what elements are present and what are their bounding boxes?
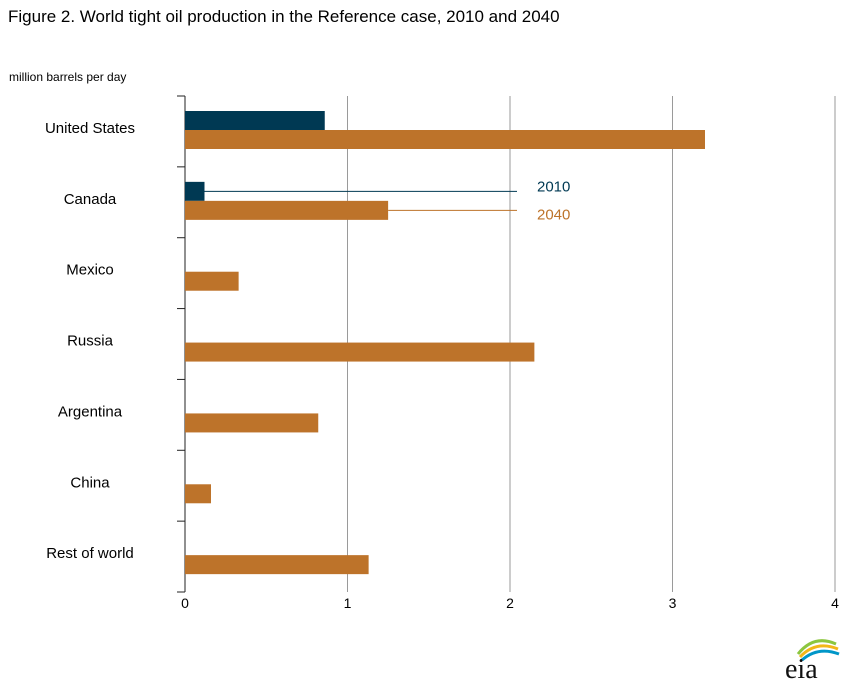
bar-2040 bbox=[185, 484, 211, 504]
category-label: Rest of world bbox=[46, 545, 134, 562]
category-label: Argentina bbox=[58, 403, 123, 420]
x-tick-label: 4 bbox=[831, 595, 839, 611]
category-label: Canada bbox=[64, 191, 117, 208]
logo-swoosh-yellow bbox=[798, 644, 839, 659]
logo-swoosh-blue bbox=[801, 649, 840, 662]
bar-2040 bbox=[185, 413, 319, 433]
legend-label-2040: 2040 bbox=[537, 206, 570, 223]
category-label: Mexico bbox=[66, 262, 114, 279]
bar-2040 bbox=[185, 342, 535, 362]
bar-2010 bbox=[185, 181, 205, 201]
unit-label: million barrels per day bbox=[9, 70, 127, 84]
category-label: China bbox=[70, 474, 110, 491]
bar-2040 bbox=[185, 555, 369, 575]
bar-2040 bbox=[185, 130, 705, 149]
logo-text: eia bbox=[785, 654, 818, 680]
bar-2040 bbox=[185, 200, 389, 220]
legend-label-2010: 2010 bbox=[537, 178, 570, 195]
bar-2040 bbox=[185, 271, 239, 291]
x-tick-label: 1 bbox=[344, 595, 352, 611]
category-label: Russia bbox=[67, 333, 114, 350]
eia-logo: eia bbox=[785, 639, 840, 680]
x-tick-label: 0 bbox=[181, 595, 189, 611]
logo-swoosh-green bbox=[796, 639, 837, 655]
category-label: United States bbox=[45, 120, 135, 137]
x-tick-label: 3 bbox=[669, 595, 677, 611]
chart-title: Figure 2. World tight oil production in … bbox=[8, 7, 560, 26]
x-tick-label: 2 bbox=[506, 595, 514, 611]
bar-2010 bbox=[185, 111, 325, 130]
